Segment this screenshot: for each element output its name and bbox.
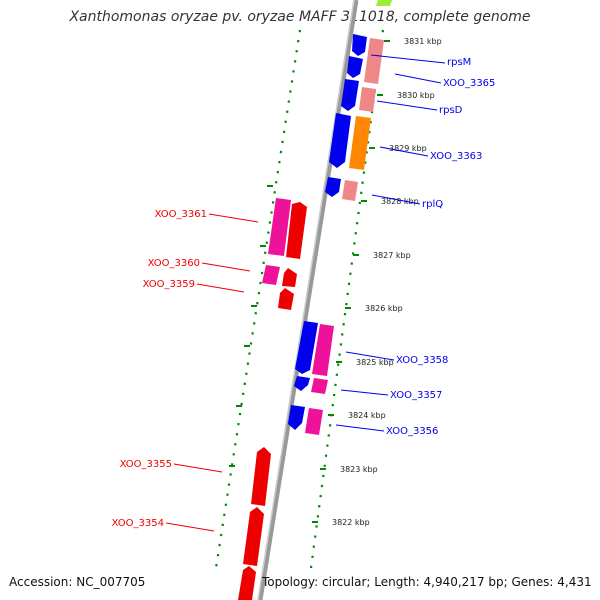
gene-XOO_3358[interactable] xyxy=(295,321,318,374)
genome-title: Xanthomonas oryzae pv. oryzae MAFF 31101… xyxy=(69,9,531,25)
gene-red-bottom[interactable] xyxy=(238,566,256,600)
gene-red-XOO_3360[interactable] xyxy=(282,268,297,287)
scale-label: 3827 kbp xyxy=(373,251,411,260)
label-XOO_3363[interactable]: XOO_3363 xyxy=(430,151,482,162)
scale-label: 3823 kbp xyxy=(340,465,378,474)
scale-bar: 3831 kbp 3830 kbp 3829 kbp 3828 kbp 3827 kbp… xyxy=(312,37,442,527)
gene-salmon-3[interactable] xyxy=(342,180,358,201)
gene-salmon-2[interactable] xyxy=(359,87,376,112)
gene-pink-XOO_3357[interactable] xyxy=(311,378,328,394)
gene-XOO_3365[interactable] xyxy=(347,56,363,78)
scale-label: 3825 kbp xyxy=(356,358,394,367)
gene-orange[interactable] xyxy=(349,116,371,170)
scale-label: 3826 kbp xyxy=(365,304,403,313)
gene-XOO_3354[interactable] xyxy=(243,507,264,566)
gene-labels-left: XOO_3361 XOO_3360 XOO_3359 XOO_3355 XOO_… xyxy=(112,209,207,529)
gene-rpsD[interactable] xyxy=(341,79,359,111)
label-rpsM[interactable]: rpsM xyxy=(447,57,471,68)
gene-red-XOO_3361[interactable] xyxy=(286,202,307,259)
gene-XOO_3359[interactable] xyxy=(278,288,294,310)
scale-label: 3829 kbp xyxy=(389,144,427,153)
label-XOO_3355[interactable]: XOO_3355 xyxy=(120,459,172,470)
label-XOO_3361[interactable]: XOO_3361 xyxy=(155,209,207,220)
label-XOO_3357[interactable]: XOO_3357 xyxy=(390,390,442,401)
label-XOO_3360[interactable]: XOO_3360 xyxy=(148,258,200,269)
label-XOO_3358[interactable]: XOO_3358 xyxy=(396,355,448,366)
gene-XOO_3361[interactable] xyxy=(268,198,291,256)
left-track-ticks xyxy=(229,185,273,467)
scale-label: 3831 kbp xyxy=(404,37,442,46)
scale-label: 3828 kbp xyxy=(381,197,419,206)
label-XOO_3354[interactable]: XOO_3354 xyxy=(112,518,164,529)
label-XOO_3365[interactable]: XOO_3365 xyxy=(443,78,495,89)
scale-label: 3822 kbp xyxy=(332,518,370,527)
genome-backbone xyxy=(257,0,359,600)
label-XOO_3356[interactable]: XOO_3356 xyxy=(386,426,438,437)
gene-rplQ[interactable] xyxy=(325,177,341,197)
gene-pink-XOO_3358[interactable] xyxy=(312,324,334,376)
scale-label: 3824 kbp xyxy=(348,411,386,420)
gene-XOO_3360[interactable] xyxy=(262,265,280,285)
scale-label: 3830 kbp xyxy=(397,91,435,100)
gene-rpsM[interactable] xyxy=(352,34,367,56)
gene-XOO_3355[interactable] xyxy=(251,447,271,506)
gene-labels-right: rpsM XOO_3365 rpsD XOO_3363 rplQ XOO_335… xyxy=(386,57,495,437)
topology-text: Topology: circular; Length: 4,940,217 bp… xyxy=(262,575,592,589)
label-rpsD[interactable]: rpsD xyxy=(439,105,463,116)
gene-XOO_3357[interactable] xyxy=(294,376,310,391)
label-rplQ[interactable]: rplQ xyxy=(422,199,443,210)
gene-features xyxy=(238,0,392,600)
accession-text: Accession: NC_007705 xyxy=(9,575,146,589)
gene-pink-XOO_3356[interactable] xyxy=(305,408,323,435)
label-leaders xyxy=(165,54,446,532)
gene-lime-top[interactable] xyxy=(376,0,392,6)
gene-XOO_3363[interactable] xyxy=(329,113,351,168)
genome-backbone-shadow xyxy=(257,0,355,600)
gene-XOO_3356[interactable] xyxy=(288,405,305,430)
gene-salmon-1[interactable] xyxy=(364,38,384,84)
label-XOO_3359[interactable]: XOO_3359 xyxy=(143,279,195,290)
